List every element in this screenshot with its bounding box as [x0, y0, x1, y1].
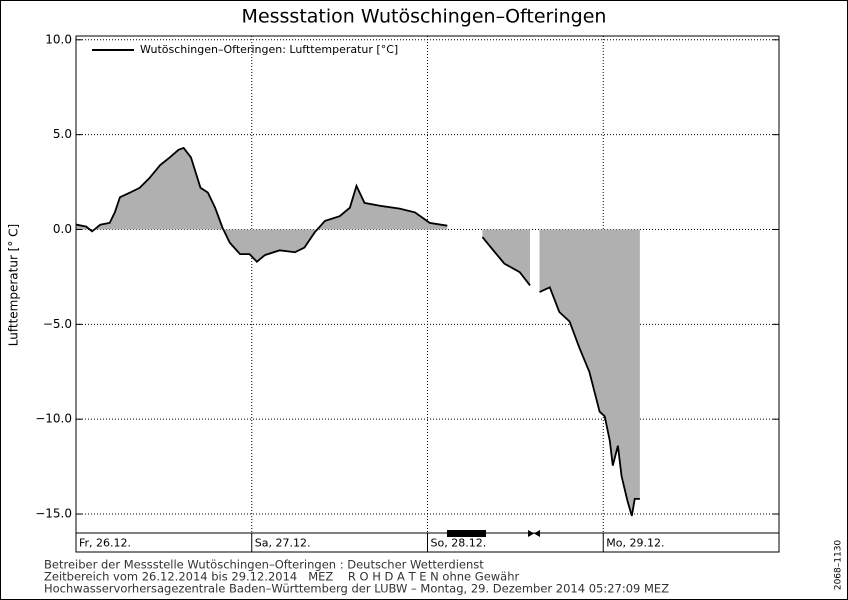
y-tick-label: 10.0 [45, 32, 72, 46]
y-tick-label: 0.0 [53, 222, 72, 236]
y-tick-label: 5.0 [53, 127, 72, 141]
line [75, 146, 640, 517]
footer-line: Betreiber der Messstelle Wutöschingen–Of… [44, 558, 484, 572]
x-tick-label: Mo, 29.12. [606, 537, 664, 550]
x-tick-label: Sa, 27.12. [255, 537, 311, 550]
legend-label: Wutöschingen–Ofteringen: Lufttemperatur … [140, 43, 398, 56]
x-tick-label: So, 28.12. [431, 537, 487, 550]
y-tick-label: −10.0 [35, 412, 72, 426]
y-axis-label: Lufttemperatur [° C] [7, 224, 21, 346]
footer-line: Hochwasservorhersagezentrale Baden–Württ… [44, 582, 669, 596]
chart-title: Messstation Wutöschingen–Ofteringen [242, 6, 607, 28]
y-tick-label: −5.0 [43, 317, 72, 331]
side-note: 2068–1130 [834, 540, 844, 591]
area [76, 147, 640, 516]
footer-line: Zeitbereich vom 26.12.2014 bis 29.12.201… [44, 570, 520, 584]
y-tick-label: −15.0 [35, 507, 72, 521]
x-tick-label: Fr, 26.12. [79, 537, 131, 550]
